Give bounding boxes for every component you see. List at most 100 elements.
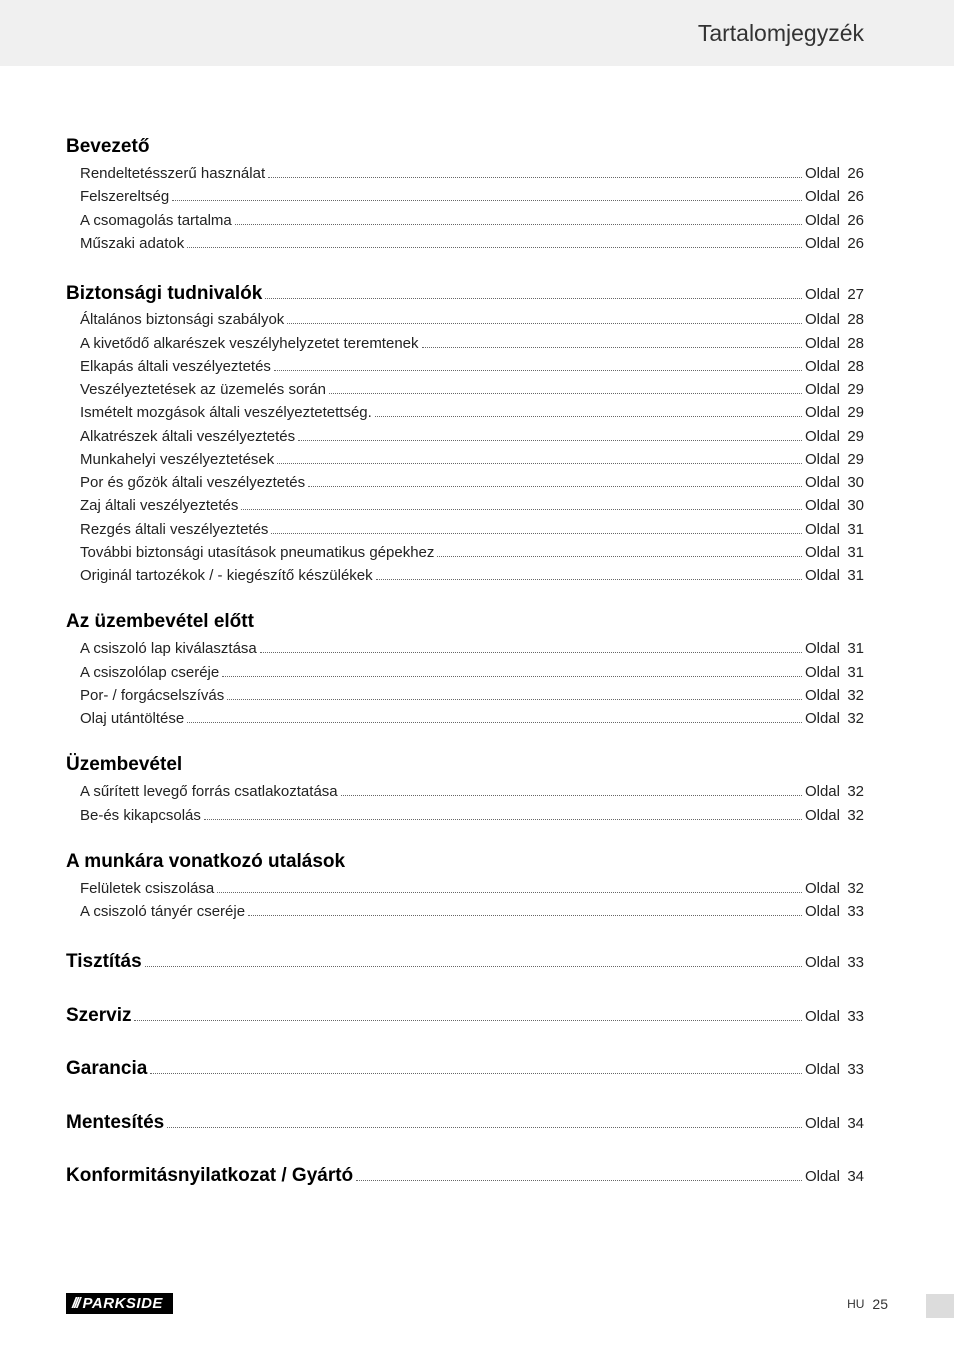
toc-dots xyxy=(375,416,802,417)
toc-dots xyxy=(274,370,802,371)
toc-dots xyxy=(268,177,802,178)
toc-row: Por és gőzök általi veszélyeztetésOldal3… xyxy=(66,471,864,494)
toc-row: Be-és kikapcsolásOldal32 xyxy=(66,804,864,827)
toc-row: A sűrített levegő forrás csatlakoztatása… xyxy=(66,780,864,803)
brand-text: PARKSIDE xyxy=(83,1295,163,1312)
footer: /// PARKSIDE HU 25 xyxy=(0,1293,954,1314)
toc-section-row: Konformitásnyilatkozat / GyártóOldal34 xyxy=(66,1161,864,1190)
toc-page-number: 27 xyxy=(840,283,864,306)
toc-page-label: Oldal xyxy=(805,283,840,306)
toc-item-label: Munkahelyi veszélyeztetések xyxy=(66,448,274,471)
toc-page-label: Oldal xyxy=(805,637,840,660)
toc-dots xyxy=(329,393,802,394)
toc-page-label: Oldal xyxy=(805,1005,840,1028)
toc-dots xyxy=(204,819,802,820)
toc-page-label: Oldal xyxy=(805,162,840,185)
toc-page-number: 28 xyxy=(840,308,864,331)
toc-page-label: Oldal xyxy=(805,951,840,974)
toc-row: Elkapás általi veszélyeztetésOldal28 xyxy=(66,355,864,378)
toc-item-label: Felszereltség xyxy=(66,185,169,208)
toc-page-label: Oldal xyxy=(805,900,840,923)
toc-page-label: Oldal xyxy=(805,564,840,587)
toc-dots xyxy=(277,463,802,464)
toc-item-label: Műszaki adatok xyxy=(66,232,184,255)
toc-page-label: Oldal xyxy=(805,185,840,208)
toc-page-number: 30 xyxy=(840,494,864,517)
toc-page-number: 32 xyxy=(840,804,864,827)
toc-page-label: Oldal xyxy=(805,661,840,684)
toc-page-label: Oldal xyxy=(805,425,840,448)
toc-item-label: Rendeltetésszerű használat xyxy=(66,162,265,185)
toc-page-number: 32 xyxy=(840,780,864,803)
toc-dots xyxy=(235,224,802,225)
toc-page-number: 30 xyxy=(840,471,864,494)
toc-item-label: A csiszoló lap kiválasztása xyxy=(66,637,257,660)
toc-row: FelszereltségOldal26 xyxy=(66,185,864,208)
toc-section-heading: Bevezető xyxy=(66,136,864,158)
toc-row: További biztonsági utasítások pneumatiku… xyxy=(66,541,864,564)
toc-dots xyxy=(145,966,802,967)
toc-page-number: 28 xyxy=(840,332,864,355)
toc-row: Olaj utántöltéseOldal32 xyxy=(66,707,864,730)
toc-section-row: MentesítésOldal34 xyxy=(66,1108,864,1137)
toc-item-label: Rezgés általi veszélyeztetés xyxy=(66,518,268,541)
toc-section-heading: Szerviz xyxy=(66,1001,131,1030)
toc-item-label: Ismételt mozgások általi veszélyeztetett… xyxy=(66,401,372,424)
toc-row: A csomagolás tartalmaOldal26 xyxy=(66,209,864,232)
toc-dots xyxy=(134,1020,801,1021)
toc-dots xyxy=(187,247,802,248)
toc-page-number: 34 xyxy=(840,1165,864,1188)
toc-section-row: GaranciaOldal33 xyxy=(66,1054,864,1083)
toc-page-number: 31 xyxy=(840,564,864,587)
toc-page-number: 26 xyxy=(840,232,864,255)
toc-page-number: 29 xyxy=(840,448,864,471)
toc-page-label: Oldal xyxy=(805,209,840,232)
toc-section-heading: Biztonsági tudnivalók xyxy=(66,279,262,308)
toc-page-label: Oldal xyxy=(805,378,840,401)
toc-section-heading: Tisztítás xyxy=(66,947,142,976)
toc-row: Rezgés általi veszélyeztetésOldal31 xyxy=(66,518,864,541)
toc-item-label: Zaj általi veszélyeztetés xyxy=(66,494,238,517)
toc-row: Munkahelyi veszélyeztetésekOldal29 xyxy=(66,448,864,471)
toc-page-number: 28 xyxy=(840,355,864,378)
toc-item-label: Általános biztonsági szabályok xyxy=(66,308,284,331)
toc-dots xyxy=(187,722,802,723)
toc-section-heading: Konformitásnyilatkozat / Gyártó xyxy=(66,1161,353,1190)
toc-page-label: Oldal xyxy=(805,877,840,900)
toc-item-label: A csiszoló tányér cseréje xyxy=(66,900,245,923)
toc-page-label: Oldal xyxy=(805,308,840,331)
toc-item-label: A csiszolólap cseréje xyxy=(66,661,219,684)
toc-page-number: 33 xyxy=(840,1005,864,1028)
toc-row: Általános biztonsági szabályok Oldal28 xyxy=(66,308,864,331)
toc-content: BevezetőRendeltetésszerű használatOldal2… xyxy=(0,66,954,1191)
toc-page-number: 29 xyxy=(840,378,864,401)
toc-dots xyxy=(260,652,802,653)
toc-item-label: A sűrített levegő forrás csatlakoztatása xyxy=(66,780,338,803)
toc-page-number: 31 xyxy=(840,518,864,541)
toc-dots xyxy=(422,347,802,348)
toc-dots xyxy=(265,298,802,299)
toc-page-number: 32 xyxy=(840,877,864,900)
toc-item-label: Alkatrészek általi veszélyeztetés xyxy=(66,425,295,448)
toc-page-label: Oldal xyxy=(805,232,840,255)
toc-row: A csiszolólap cseréjeOldal31 xyxy=(66,661,864,684)
header-bar: Tartalomjegyzék xyxy=(0,0,954,66)
toc-page-number: 29 xyxy=(840,425,864,448)
toc-section-heading: Az üzembevétel előtt xyxy=(66,611,864,633)
toc-section-heading: Garancia xyxy=(66,1054,147,1083)
header-title: Tartalomjegyzék xyxy=(698,20,864,47)
toc-page-number: 33 xyxy=(840,1058,864,1081)
toc-item-label: További biztonsági utasítások pneumatiku… xyxy=(66,541,434,564)
toc-dots xyxy=(217,892,802,893)
toc-page-number: 32 xyxy=(840,707,864,730)
toc-dots xyxy=(341,795,802,796)
toc-row: Ismételt mozgások általi veszélyeztetett… xyxy=(66,401,864,424)
toc-row: Rendeltetésszerű használatOldal26 xyxy=(66,162,864,185)
toc-item-label: A csomagolás tartalma xyxy=(66,209,232,232)
toc-page-number: 31 xyxy=(840,637,864,660)
footer-right: HU 25 xyxy=(847,1296,888,1312)
footer-edge-tab xyxy=(926,1294,954,1318)
toc-row: Alkatrészek általi veszélyeztetés Oldal29 xyxy=(66,425,864,448)
toc-page-number: 33 xyxy=(840,900,864,923)
brand-stripes-icon: /// xyxy=(72,1295,79,1312)
